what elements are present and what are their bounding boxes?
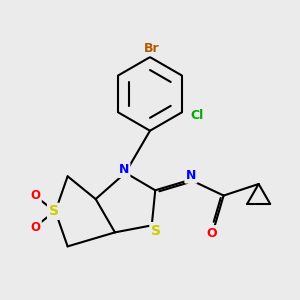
Text: O: O bbox=[30, 189, 40, 202]
Text: N: N bbox=[186, 169, 196, 182]
Text: S: S bbox=[49, 204, 58, 218]
Text: S: S bbox=[151, 224, 161, 238]
Text: O: O bbox=[207, 226, 218, 240]
Text: Cl: Cl bbox=[190, 109, 203, 122]
Text: O: O bbox=[30, 220, 40, 234]
Text: N: N bbox=[118, 164, 129, 176]
Text: Br: Br bbox=[144, 42, 160, 55]
